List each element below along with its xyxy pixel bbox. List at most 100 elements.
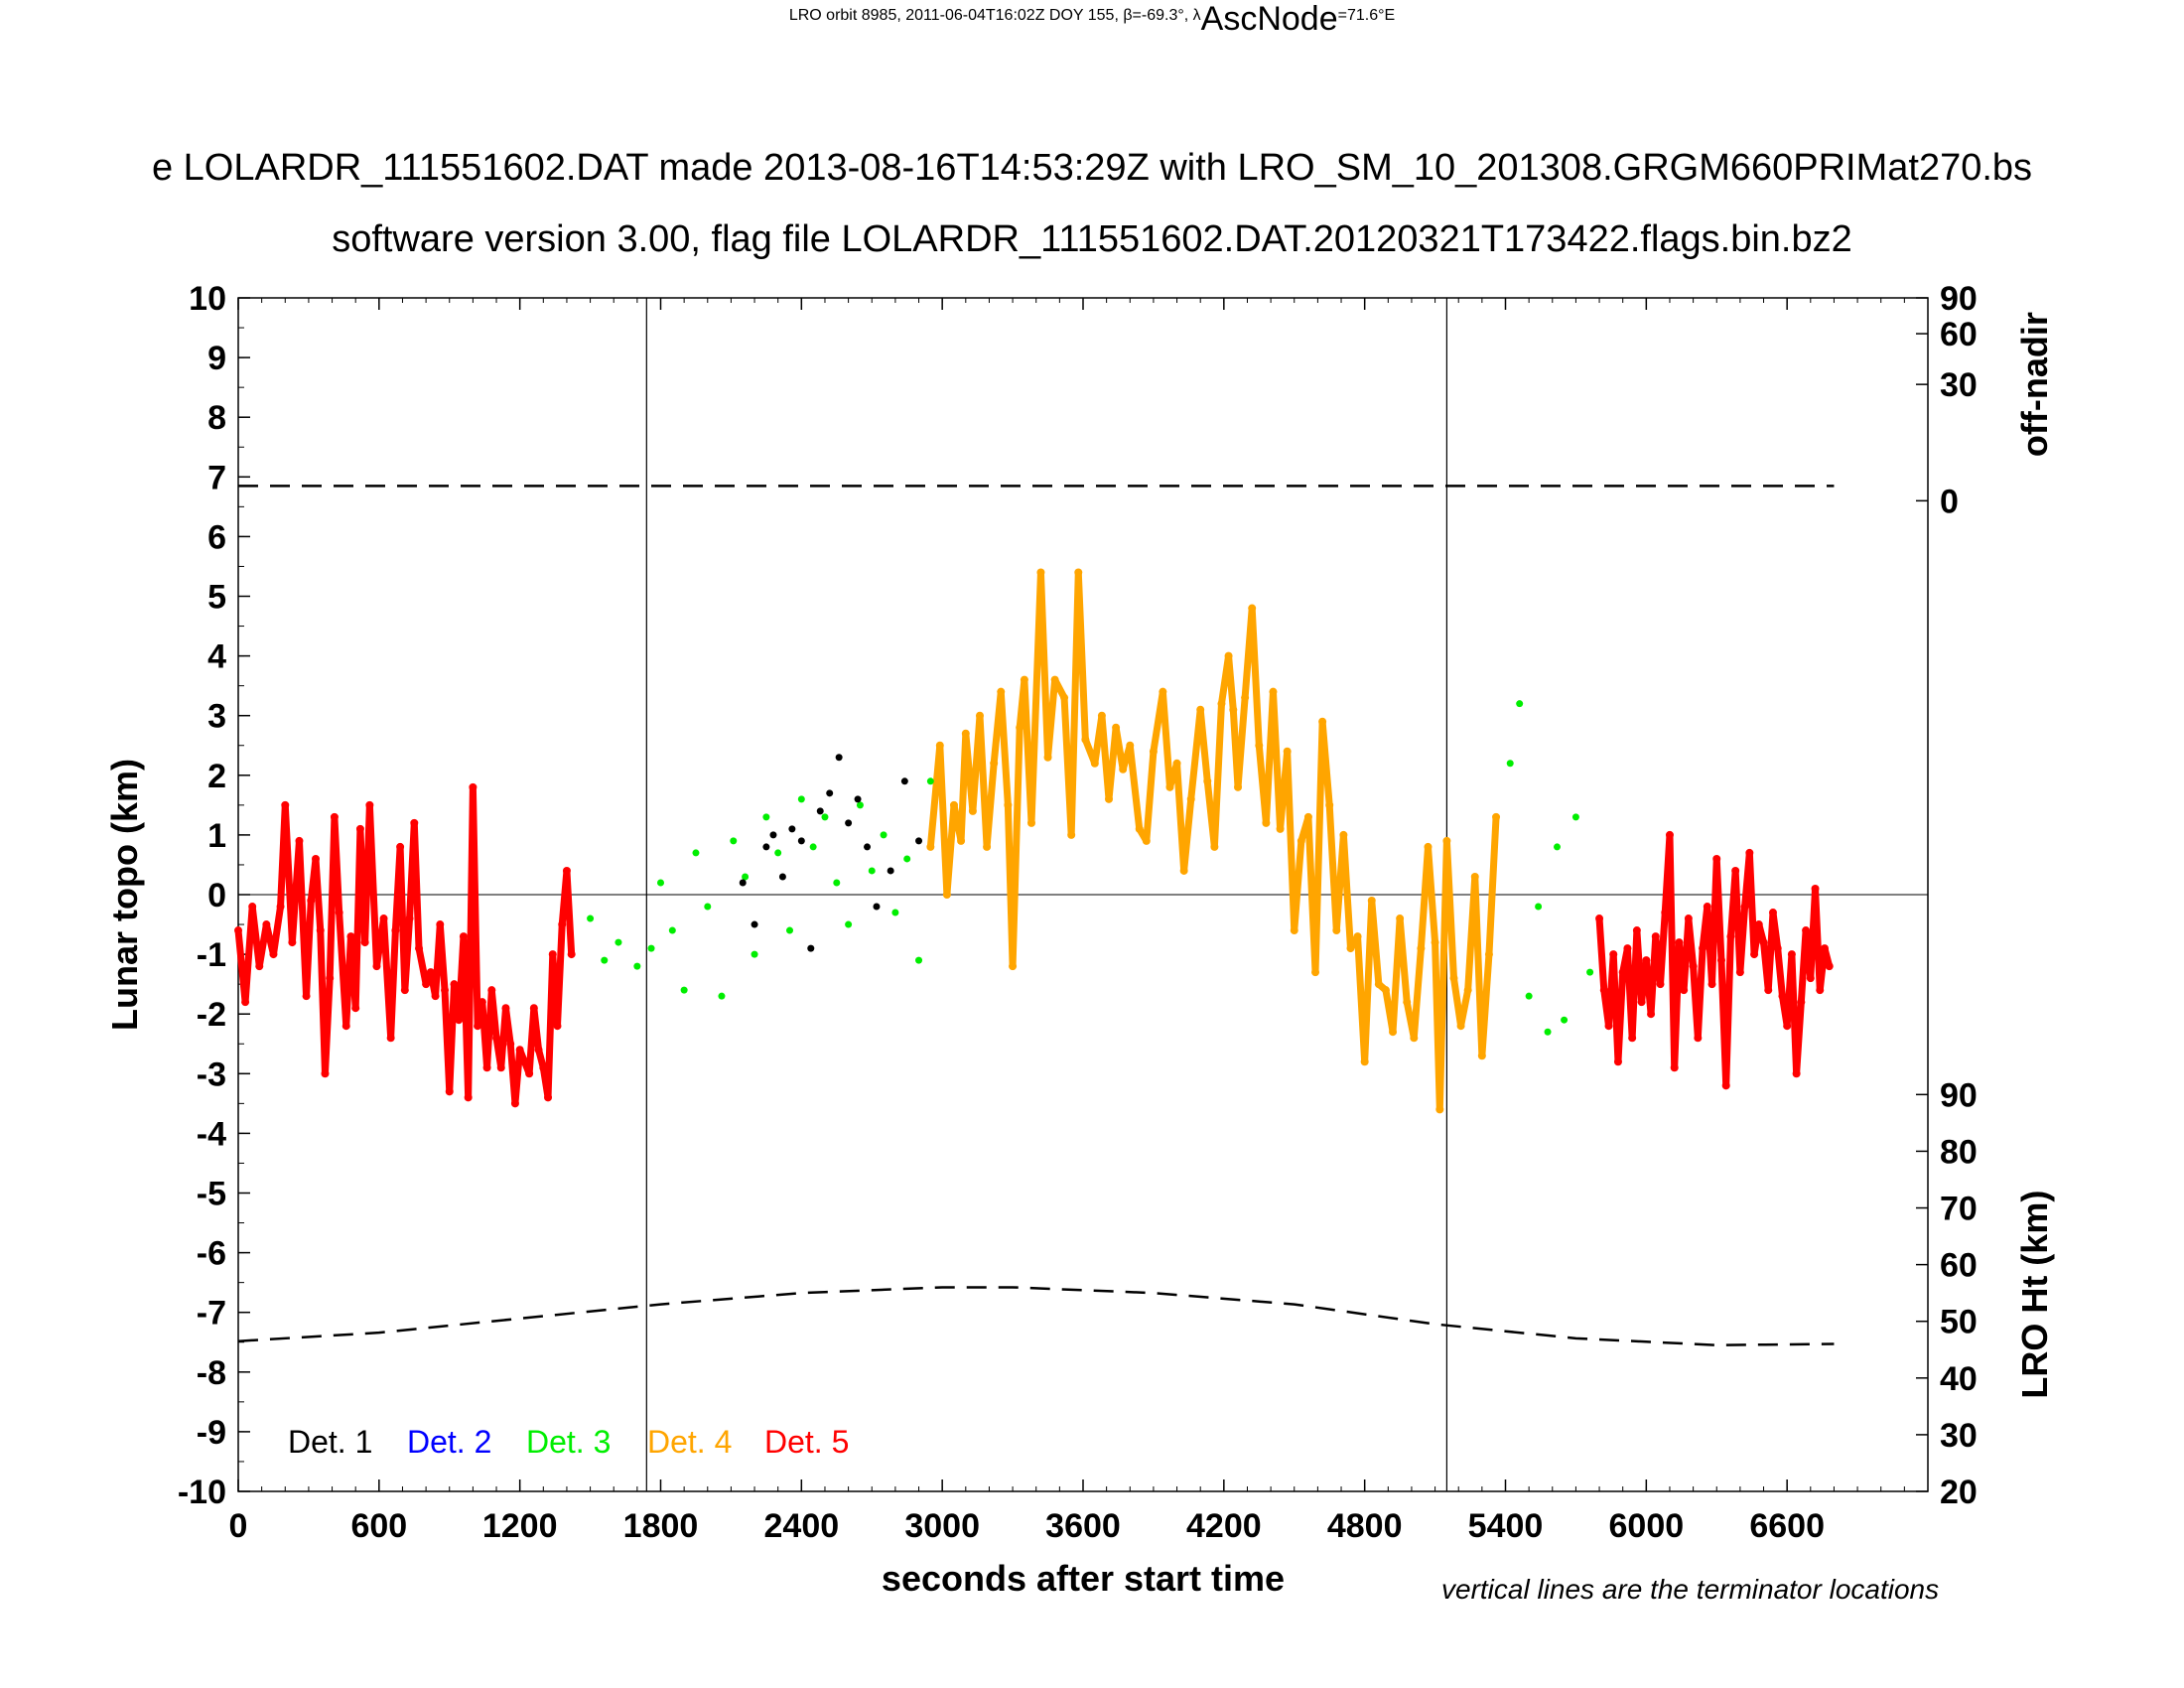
data-point xyxy=(774,849,782,857)
data-point xyxy=(975,711,984,720)
data-point xyxy=(520,1057,529,1066)
data-point xyxy=(529,1004,538,1013)
data-point xyxy=(515,1046,524,1055)
data-point xyxy=(501,1004,510,1013)
data-point xyxy=(1721,1081,1730,1090)
data-point xyxy=(587,914,595,922)
data-point xyxy=(1802,926,1811,935)
chart-subtitle-source: e LOLARDR_111551602.DAT made 2013-08-16T… xyxy=(151,147,2033,189)
data-point xyxy=(1604,1022,1613,1031)
data-point xyxy=(295,836,304,845)
data-point xyxy=(1618,968,1627,977)
data-point xyxy=(450,980,459,989)
ht-axis-label: LRO Ht (km) xyxy=(2014,1191,2055,1399)
data-point xyxy=(1656,980,1665,989)
series-line-det5 xyxy=(234,783,576,1107)
data-point xyxy=(957,836,966,845)
data-point xyxy=(1470,872,1479,881)
data-point xyxy=(276,903,285,912)
data-point xyxy=(807,944,815,952)
data-point xyxy=(833,879,841,887)
data-point xyxy=(1009,962,1018,971)
data-point xyxy=(633,962,641,970)
data-point xyxy=(903,855,911,863)
y-tick-label: 7 xyxy=(207,459,226,496)
data-point xyxy=(307,897,316,906)
data-point xyxy=(786,926,794,934)
data-point xyxy=(326,974,335,983)
data-point xyxy=(372,962,381,971)
data-point xyxy=(1783,1022,1792,1031)
data-point xyxy=(1670,1063,1679,1072)
data-point xyxy=(1759,938,1768,947)
data-point xyxy=(1036,568,1045,577)
data-point xyxy=(900,777,908,785)
data-point xyxy=(1224,651,1233,660)
data-point xyxy=(474,1022,482,1031)
data-point xyxy=(704,903,712,911)
ht-tick-label: 90 xyxy=(1940,1076,1978,1114)
data-point xyxy=(1735,968,1744,977)
data-point xyxy=(426,968,435,977)
data-point xyxy=(1004,800,1013,809)
data-point xyxy=(1179,866,1188,875)
data-point xyxy=(1456,1022,1465,1031)
y-tick-label: -7 xyxy=(197,1295,226,1333)
data-point xyxy=(614,938,622,946)
data-point xyxy=(1773,944,1782,953)
data-point xyxy=(1535,903,1543,911)
data-point xyxy=(1595,914,1604,923)
data-point xyxy=(567,950,576,959)
data-point xyxy=(1060,693,1069,702)
data-point xyxy=(241,998,250,1007)
data-point xyxy=(692,849,700,857)
data-point xyxy=(1707,980,1716,989)
x-tick-label: 6000 xyxy=(1609,1507,1685,1545)
data-point xyxy=(492,1034,501,1043)
data-point xyxy=(1067,830,1076,839)
data-point xyxy=(1050,675,1059,684)
data-point xyxy=(1353,932,1362,941)
data-point xyxy=(1694,1034,1703,1043)
data-point xyxy=(1665,830,1674,839)
data-point xyxy=(1424,842,1433,851)
data-point xyxy=(845,819,853,827)
data-point xyxy=(379,914,388,923)
data-point xyxy=(400,986,409,995)
data-point xyxy=(762,813,770,821)
data-point xyxy=(1754,920,1763,929)
data-point xyxy=(1778,992,1787,1001)
data-point xyxy=(441,986,450,995)
data-point xyxy=(544,1093,553,1102)
data-point xyxy=(751,950,758,958)
data-point xyxy=(510,1099,519,1108)
data-point xyxy=(891,909,899,916)
data-point xyxy=(1684,914,1693,923)
ht-tick-label: 40 xyxy=(1940,1360,1978,1398)
data-point xyxy=(1647,1010,1656,1019)
data-point xyxy=(1731,866,1740,875)
data-point xyxy=(548,950,557,959)
offnadir-tick-label: 90 xyxy=(1940,280,1978,318)
y-tick-label: -3 xyxy=(197,1055,226,1093)
data-point xyxy=(1571,813,1579,821)
data-point xyxy=(1628,1034,1637,1043)
data-point xyxy=(269,950,278,959)
data-point xyxy=(422,980,431,989)
data-point xyxy=(1792,1069,1801,1078)
data-point xyxy=(360,938,369,947)
data-point xyxy=(302,992,311,1001)
data-point xyxy=(1403,998,1412,1007)
data-point xyxy=(1712,854,1721,863)
data-point xyxy=(1651,932,1660,941)
data-point xyxy=(405,914,414,923)
data-point xyxy=(312,854,321,863)
data-point xyxy=(1820,944,1829,953)
data-point xyxy=(1410,1034,1419,1043)
data-point xyxy=(1417,944,1426,953)
data-point xyxy=(968,806,977,815)
data-point xyxy=(835,754,843,762)
data-point xyxy=(826,789,834,797)
y-tick-label: 2 xyxy=(207,758,226,795)
data-point xyxy=(539,1063,548,1072)
